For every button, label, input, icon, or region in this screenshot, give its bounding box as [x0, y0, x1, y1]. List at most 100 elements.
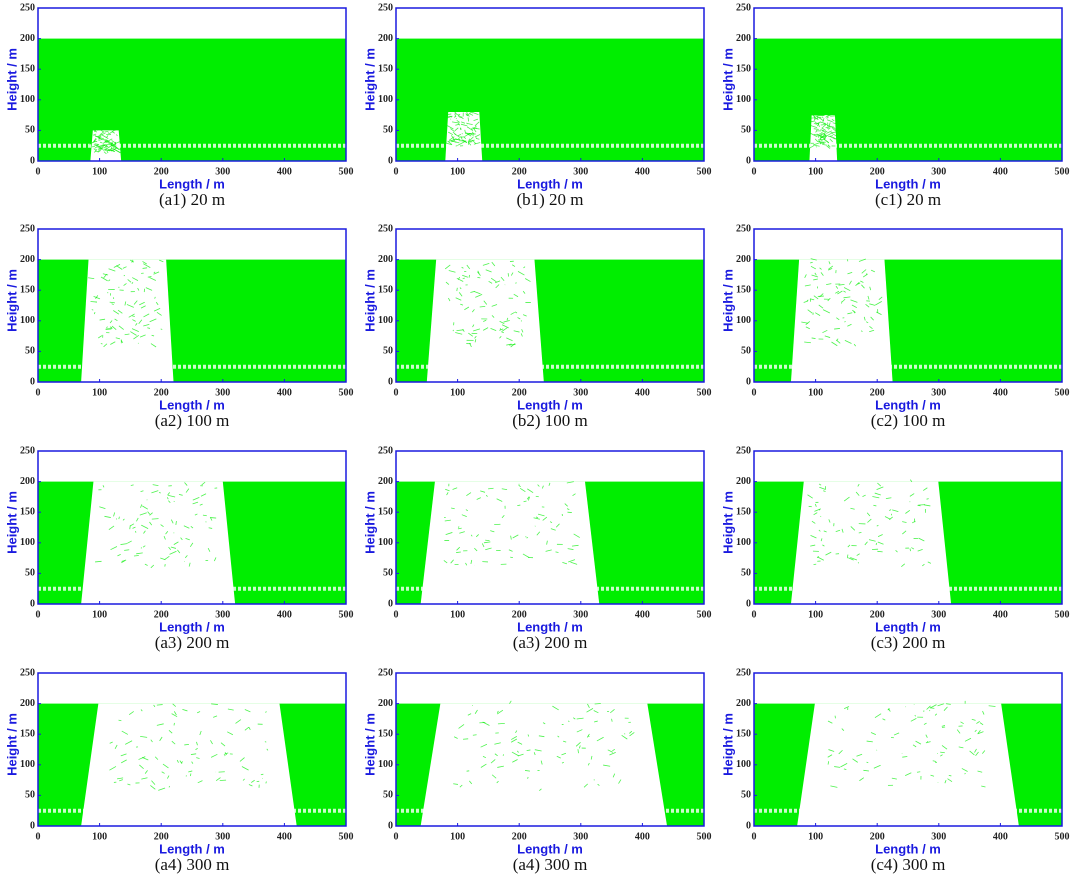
texture: [537, 484, 540, 487]
y-tick-label: 150: [20, 63, 35, 74]
y-tick-label: 100: [20, 537, 35, 548]
texture: [119, 779, 123, 782]
texture: [873, 764, 881, 769]
texture: [159, 736, 163, 742]
texture: [141, 524, 149, 529]
texture: [877, 541, 884, 545]
texture: [104, 515, 111, 518]
fracture-zone: [790, 259, 893, 382]
texture: [594, 720, 598, 723]
y-tick-label: 200: [378, 698, 393, 709]
texture: [95, 560, 102, 563]
texture: [248, 726, 251, 730]
texture: [814, 272, 817, 276]
texture: [150, 343, 157, 348]
texture: [832, 128, 838, 133]
texture: [847, 312, 853, 315]
texture: [841, 728, 845, 731]
texture: [98, 128, 104, 133]
texture: [843, 296, 851, 299]
texture: [542, 722, 546, 725]
texture: [126, 304, 134, 308]
texture: [511, 736, 518, 740]
texture: [820, 124, 827, 126]
texture: [473, 118, 479, 121]
texture: [836, 317, 840, 321]
texture: [242, 778, 245, 781]
x-tick-label: 400: [993, 387, 1008, 398]
texture: [196, 741, 198, 746]
texture: [857, 562, 860, 564]
x-tick-label: 300: [931, 387, 946, 398]
texture: [477, 270, 480, 274]
texture: [118, 516, 120, 520]
texture: [99, 143, 106, 149]
texture: [465, 132, 470, 136]
texture: [158, 492, 161, 494]
texture: [124, 333, 130, 336]
texture: [471, 309, 475, 313]
texture: [94, 143, 100, 145]
texture: [603, 764, 611, 767]
texture: [810, 125, 818, 129]
texture: [121, 759, 127, 764]
texture: [460, 135, 463, 140]
texture: [521, 329, 524, 333]
texture: [170, 519, 174, 524]
y-tick-label: 50: [741, 125, 751, 136]
texture: [571, 544, 579, 547]
y-tick-label: 50: [25, 125, 35, 136]
texture: [115, 337, 121, 340]
fracture-zone: [445, 112, 483, 161]
texture: [140, 547, 143, 549]
texture: [93, 148, 98, 153]
texture: [841, 528, 844, 533]
texture: [104, 130, 109, 133]
texture: [813, 295, 819, 300]
texture: [132, 277, 139, 282]
texture: [864, 541, 868, 546]
texture: [110, 146, 113, 151]
texture: [856, 553, 860, 556]
texture: [444, 519, 451, 522]
texture: [111, 303, 114, 306]
texture: [470, 133, 476, 135]
texture: [803, 300, 809, 303]
texture: [106, 326, 108, 328]
y-tick-label: 0: [388, 155, 393, 166]
texture: [869, 329, 875, 333]
x-tick-label: 400: [277, 609, 292, 620]
texture: [828, 261, 831, 265]
texture: [155, 301, 159, 306]
texture: [961, 768, 968, 772]
panel: 0 100 200 300 400 500 0 50 100 150 200 250 Length / …: [362, 223, 711, 430]
texture: [491, 304, 498, 307]
texture: [451, 507, 455, 510]
y-tick-label: 150: [378, 506, 393, 517]
x-tick-label: 200: [870, 831, 885, 842]
texture: [156, 704, 163, 706]
texture: [451, 109, 457, 114]
texture: [922, 563, 925, 567]
y-tick-label: 100: [378, 537, 393, 548]
texture: [94, 146, 98, 149]
x-axis-label: Length / m: [517, 397, 583, 412]
texture: [472, 127, 480, 130]
y-tick-label: 250: [378, 667, 393, 678]
x-tick-label: 100: [808, 831, 823, 842]
texture: [459, 784, 463, 788]
x-tick-label: 200: [512, 387, 527, 398]
texture: [156, 312, 162, 316]
texture: [828, 127, 831, 130]
texture: [108, 268, 116, 272]
x-tick-label: 500: [697, 387, 712, 398]
x-tick-label: 100: [92, 166, 107, 177]
texture: [877, 482, 882, 487]
texture: [479, 305, 486, 308]
texture: [491, 774, 497, 779]
panel-caption: (a3) 200 m: [513, 633, 588, 652]
texture: [515, 730, 518, 734]
y-tick-label: 150: [378, 63, 393, 74]
texture: [124, 301, 127, 306]
texture: [153, 308, 161, 312]
